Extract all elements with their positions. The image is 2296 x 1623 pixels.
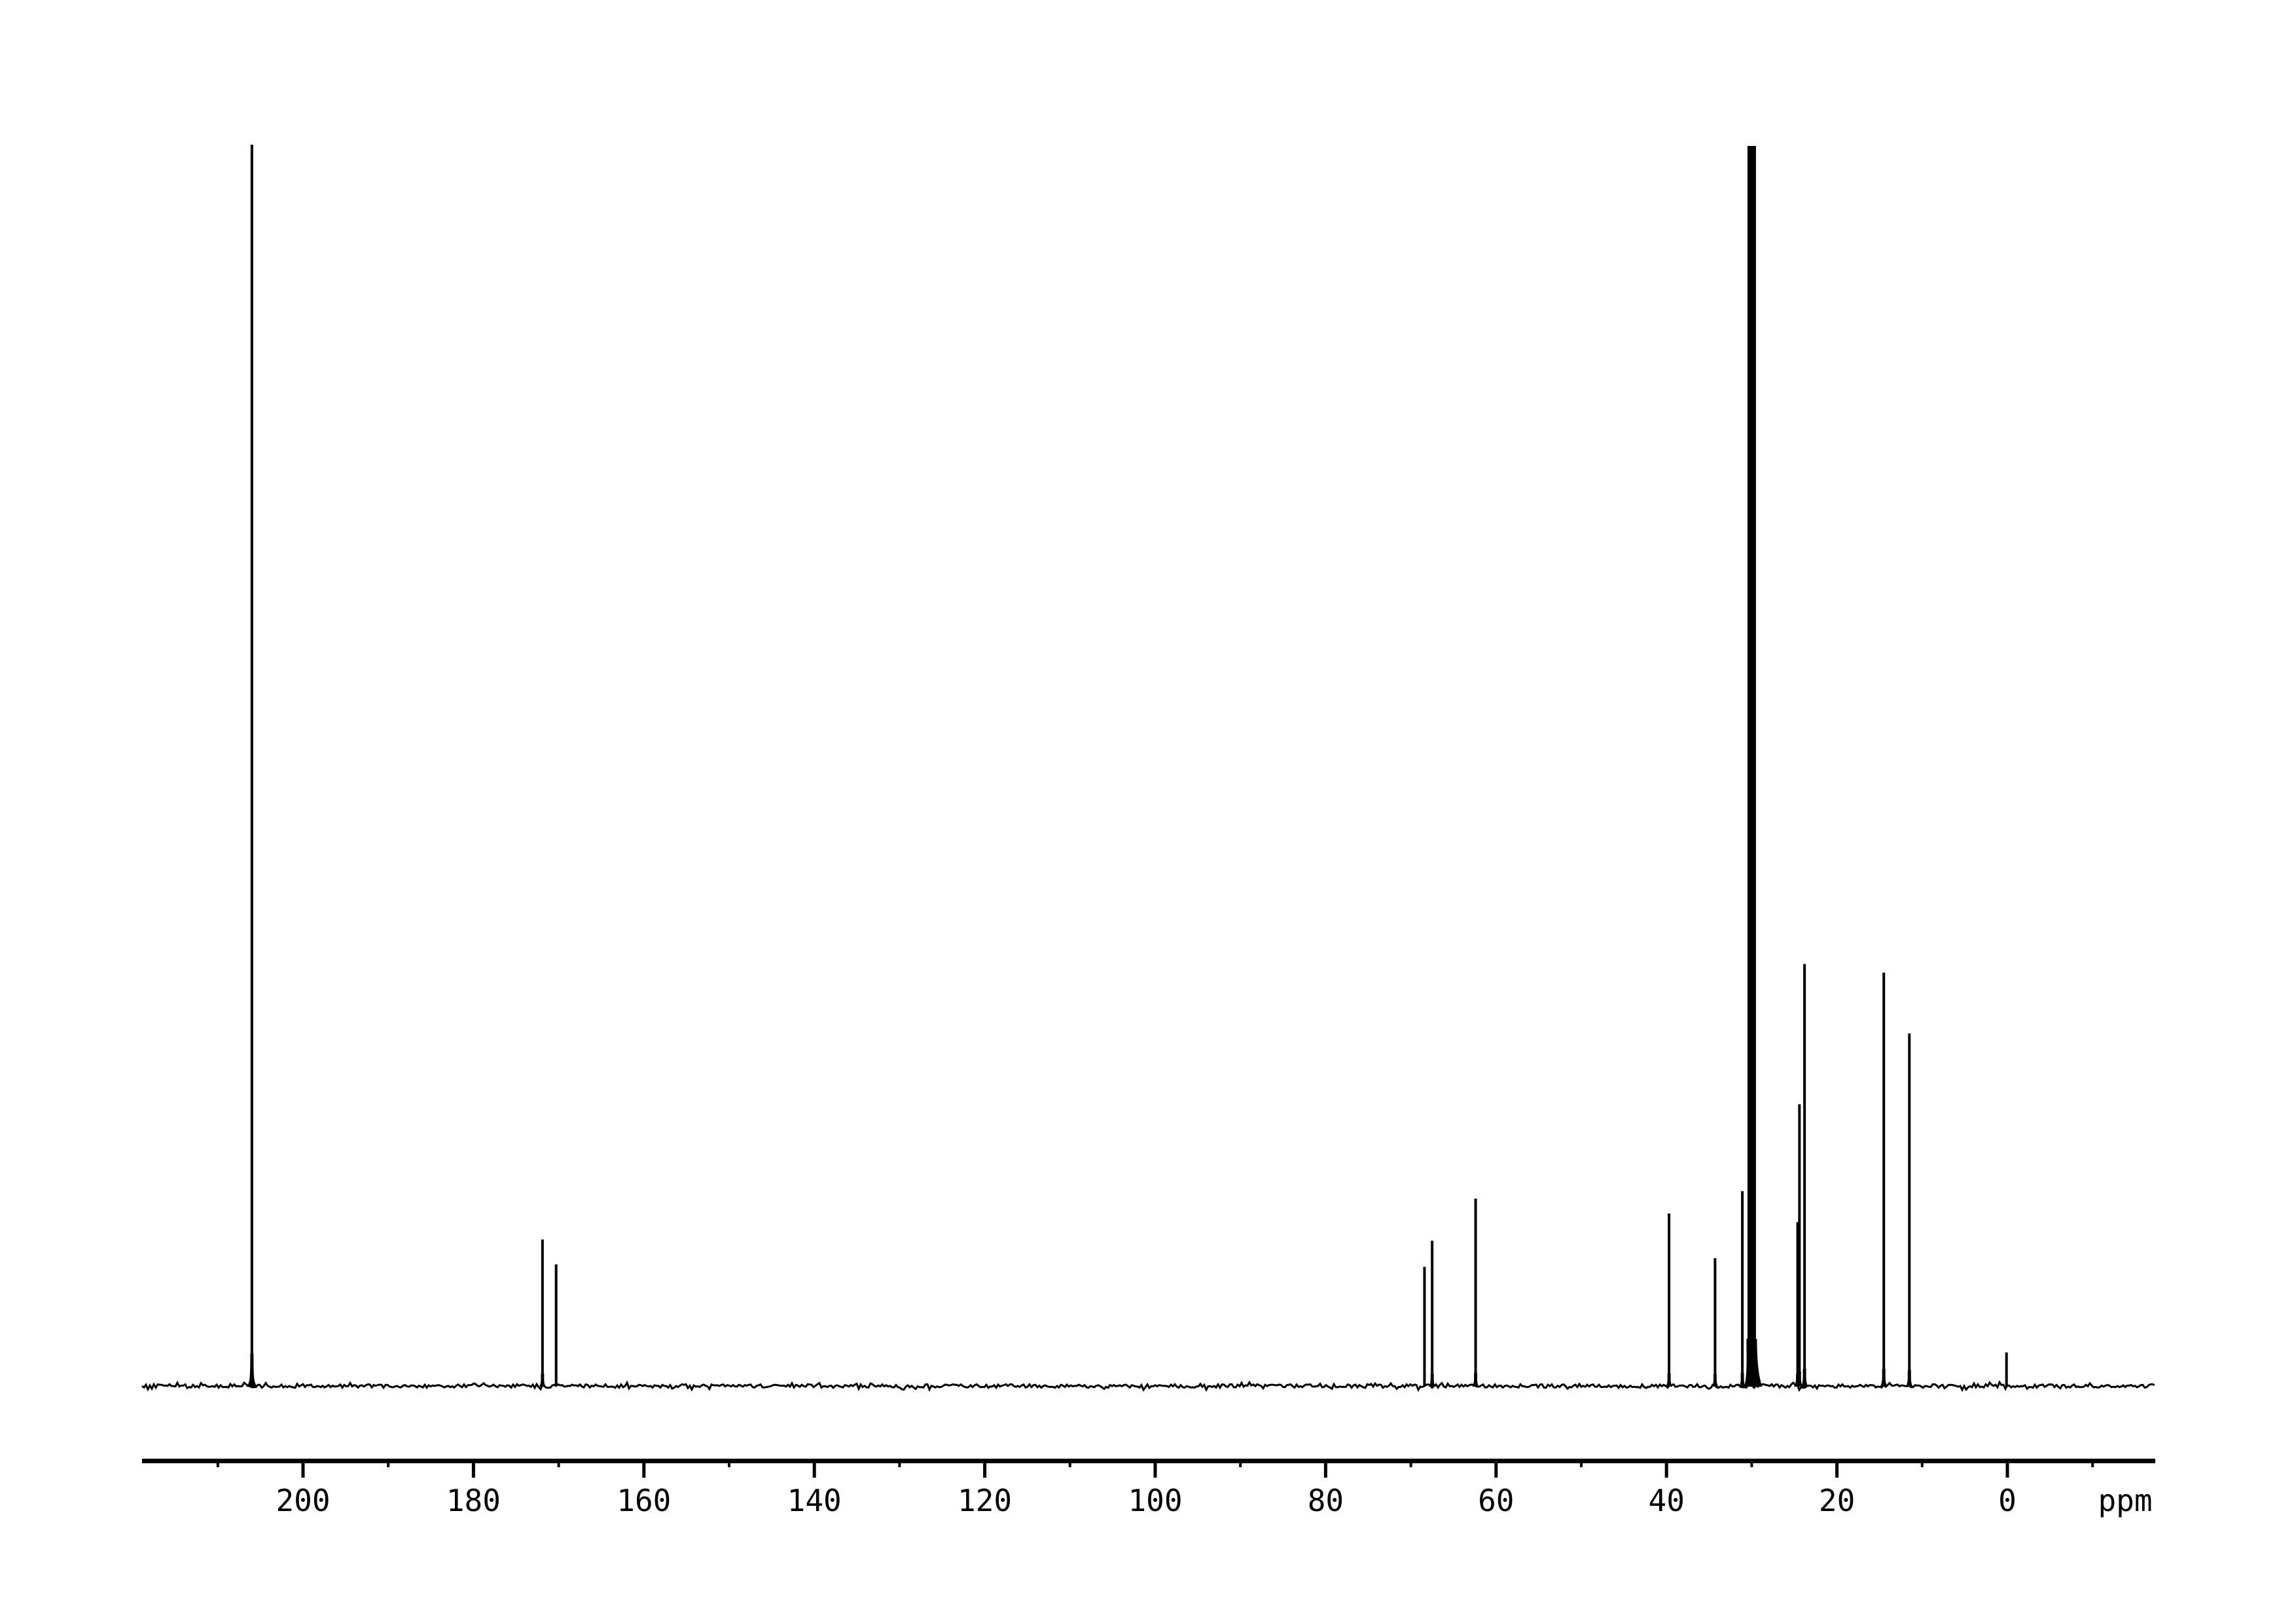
x-axis-major-tick	[1494, 1459, 1498, 1478]
peak-base-flare	[1666, 1374, 1673, 1387]
x-axis-minor-tick	[557, 1459, 560, 1467]
x-axis-minor-tick	[1239, 1459, 1242, 1467]
x-axis-major-tick	[642, 1459, 646, 1478]
x-axis-minor-tick	[216, 1459, 219, 1467]
x-axis-major-tick	[1835, 1459, 1839, 1478]
solvent-multiplet-bar	[1747, 145, 1756, 1387]
x-axis-minor-tick	[898, 1459, 901, 1467]
x-axis-tick-label: 160	[617, 1483, 671, 1518]
peak-base-flare	[1738, 1373, 1746, 1387]
x-axis-tick-label: 180	[446, 1483, 501, 1518]
x-axis-major-tick	[1323, 1459, 1327, 1478]
x-axis-major-tick	[301, 1459, 305, 1478]
x-axis-minor-tick	[1409, 1459, 1412, 1467]
x-axis-major-tick	[2005, 1459, 2009, 1478]
peak-base-flare	[1801, 1368, 1809, 1387]
x-axis-tick-label: 20	[1819, 1483, 1855, 1518]
x-axis-tick-label: 40	[1649, 1483, 1685, 1518]
x-axis-major-tick	[812, 1459, 816, 1478]
x-axis-minor-tick	[1750, 1459, 1753, 1467]
peak-base-flare	[1905, 1370, 1913, 1387]
x-axis-tick-label: 200	[276, 1483, 330, 1518]
peak-base-flare	[1795, 1371, 1803, 1387]
solvent-base-hump	[1744, 1339, 1763, 1387]
x-axis-minor-tick	[728, 1459, 730, 1467]
x-axis-minor-tick	[1068, 1459, 1071, 1467]
x-axis-minor-tick	[2091, 1459, 2094, 1467]
peak-base-flare	[1429, 1374, 1436, 1387]
x-axis-line	[142, 1459, 2155, 1463]
x-axis-major-tick	[983, 1459, 987, 1478]
x-axis-tick-label: 80	[1308, 1483, 1344, 1518]
x-axis-tick-label: 0	[1998, 1483, 2017, 1518]
x-axis-major-tick	[1153, 1459, 1157, 1478]
baseline-trace	[141, 1380, 2155, 1393]
x-axis-unit-label: ppm	[2098, 1483, 2152, 1518]
x-axis-minor-tick	[387, 1459, 390, 1467]
x-axis-tick-label: 60	[1478, 1483, 1514, 1518]
peak-base-flare	[1712, 1374, 1719, 1387]
x-axis-tick-label: 140	[787, 1483, 842, 1518]
x-axis-minor-tick	[1580, 1459, 1583, 1467]
peak-base-flare	[1472, 1373, 1479, 1387]
x-axis-tick-label: 100	[1128, 1483, 1182, 1518]
peak-base-flare	[539, 1374, 546, 1387]
peak-base-flare	[245, 1353, 258, 1387]
x-axis-major-tick	[471, 1459, 475, 1478]
peak-base-flare	[1880, 1369, 1888, 1387]
x-axis-tick-label: 120	[958, 1483, 1012, 1518]
x-axis-minor-tick	[1920, 1459, 1924, 1467]
x-axis-major-tick	[1664, 1459, 1668, 1478]
